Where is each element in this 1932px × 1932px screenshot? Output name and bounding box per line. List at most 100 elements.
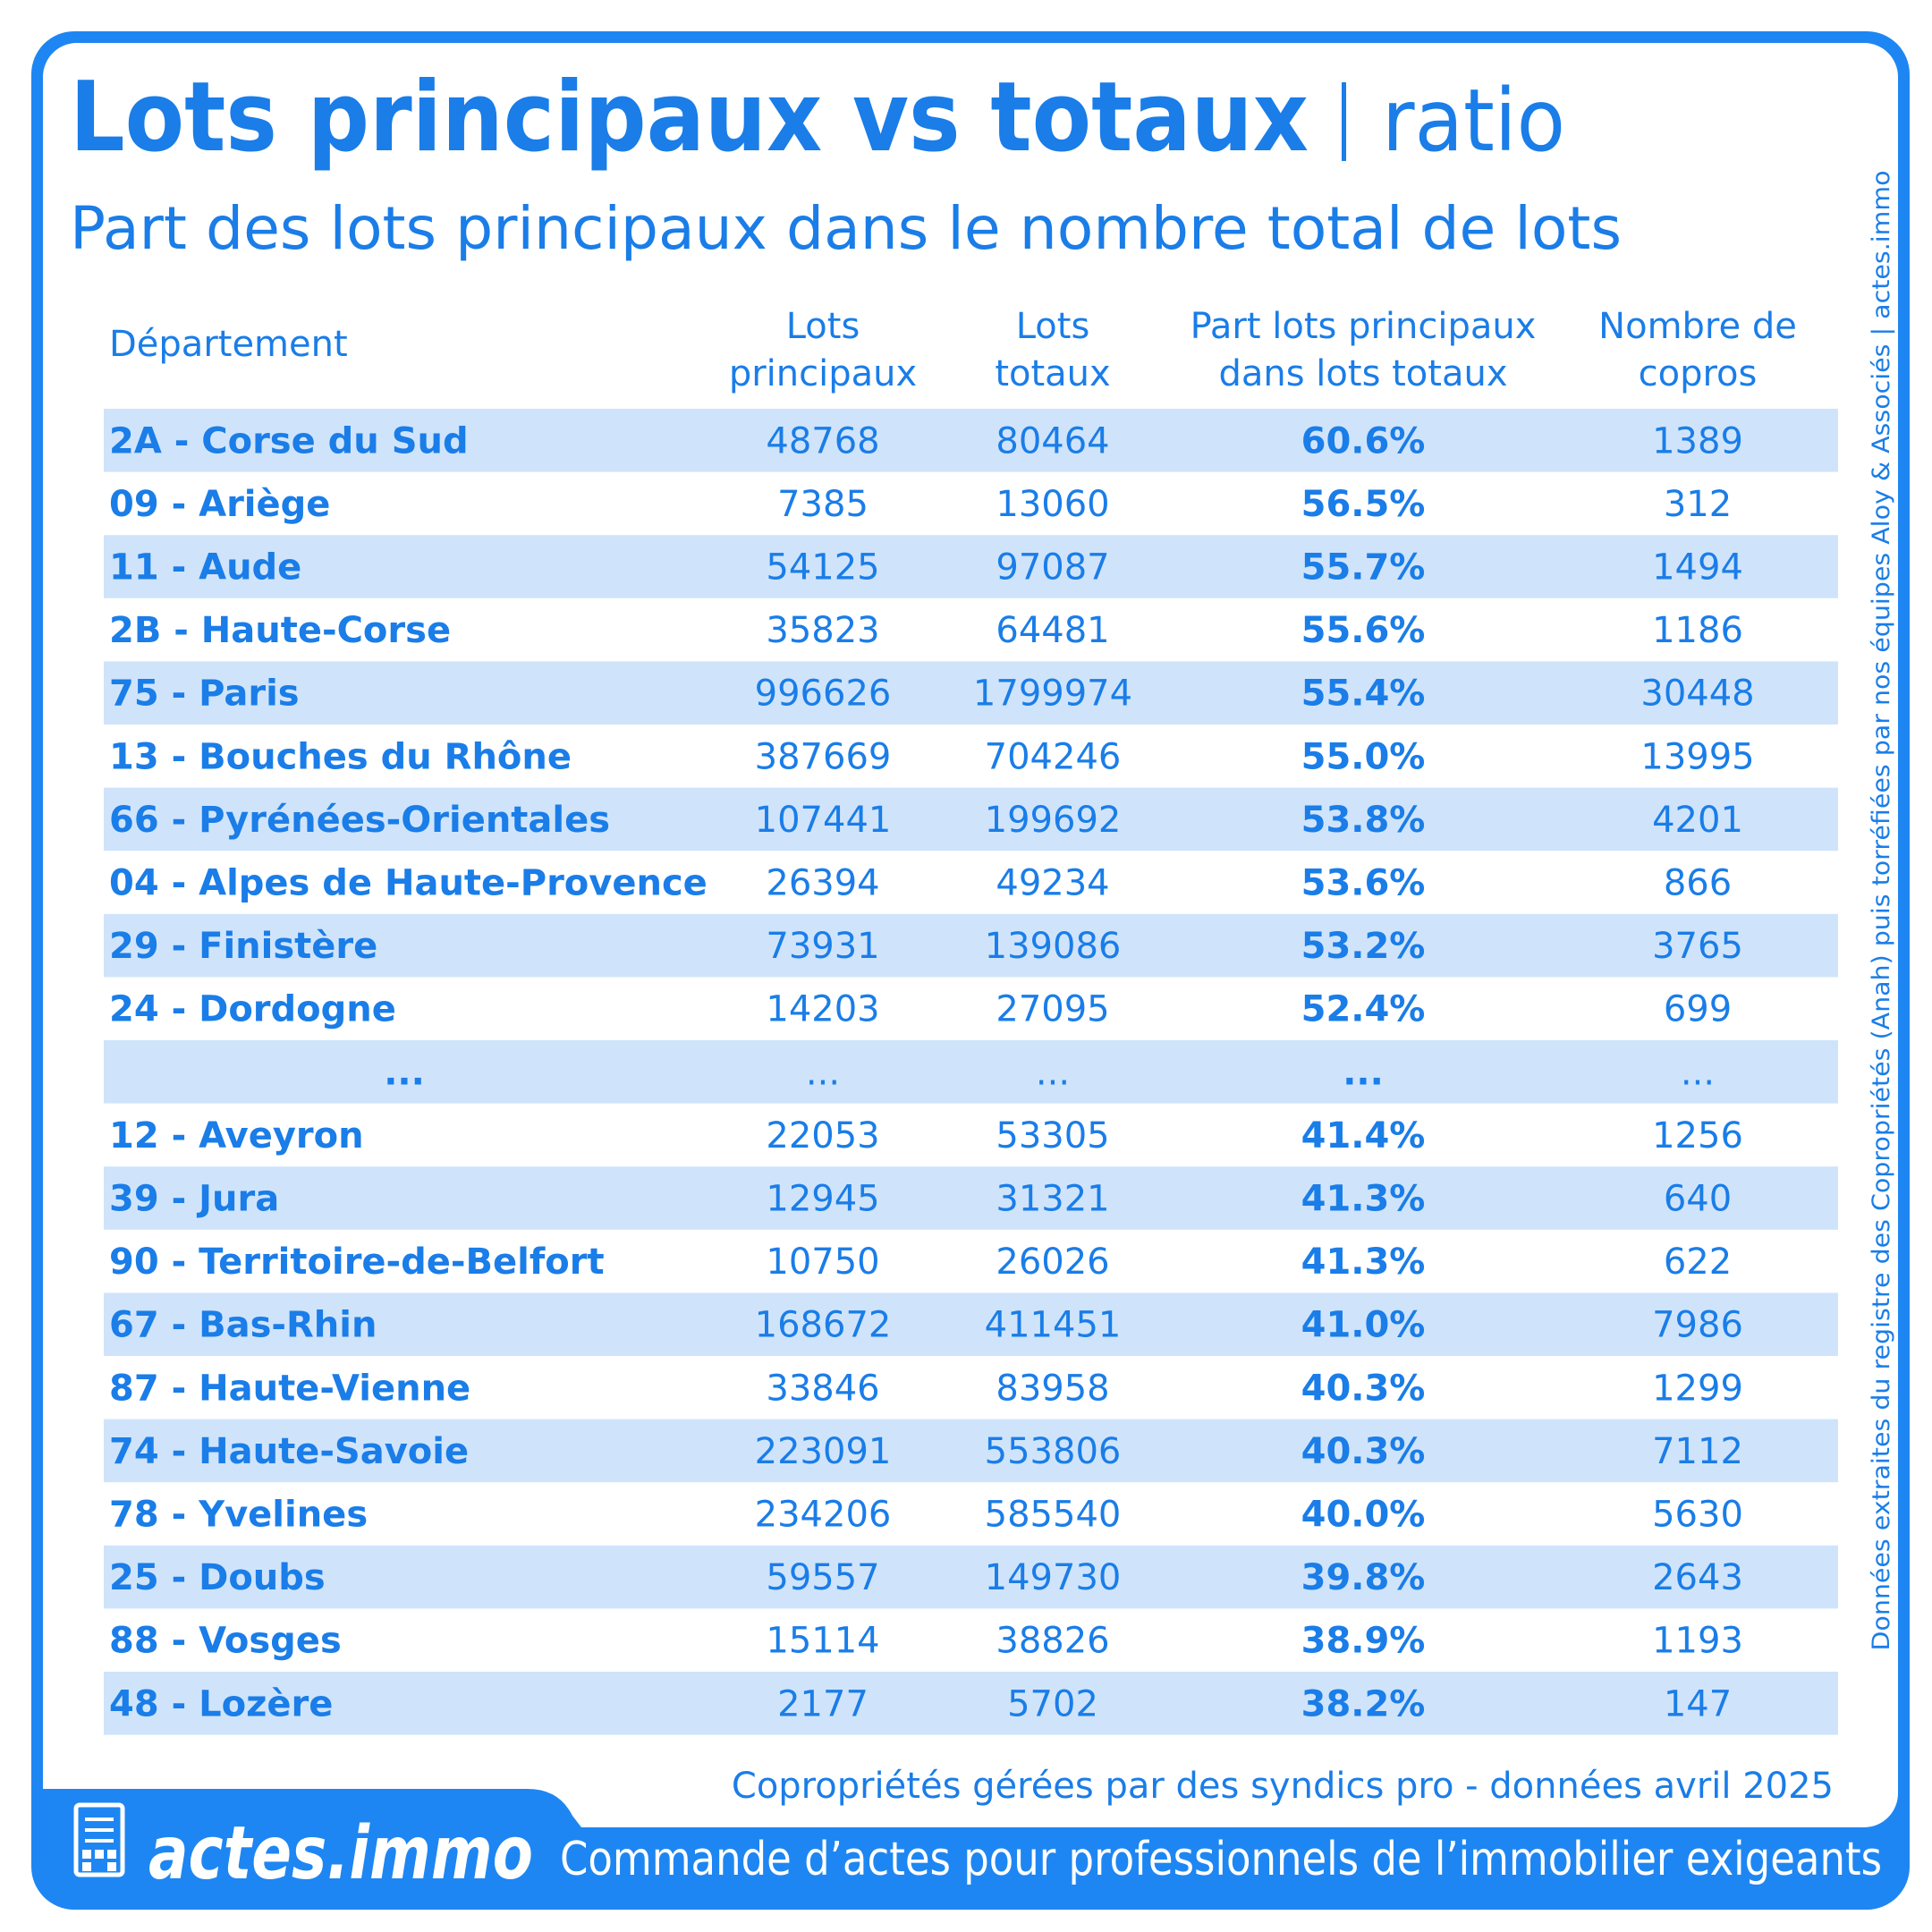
cell: 80464 [996,420,1109,462]
tagline: Commande d’actes pour professionnels de … [560,1833,1882,1886]
cell: 3765 [1652,926,1743,967]
column-header: Lots [786,306,860,347]
row-band [104,1419,1838,1483]
department: 66 - Pyrénées-Orientales [109,800,610,841]
row-band [104,1545,1838,1609]
cell: 22053 [766,1115,879,1157]
department: 25 - Doubs [109,1557,326,1598]
department: 2A - Corse du Sud [109,420,469,462]
cell: 866 [1664,863,1732,904]
cell: 40.3% [1301,1368,1426,1409]
department: 87 - Haute-Vienne [109,1368,470,1409]
cell: 147 [1664,1683,1732,1724]
cell: 55.6% [1301,610,1426,651]
cell: 39.8% [1301,1557,1426,1598]
cell: 12945 [766,1179,879,1220]
subtitle: Part des lots principaux dans le nombre … [70,194,1622,263]
cell: 553806 [985,1431,1122,1472]
cell: 55.7% [1301,547,1426,589]
cell: 223091 [755,1431,892,1472]
department: 29 - Finistère [109,926,377,967]
cell: 10750 [766,1241,879,1283]
column-header: copros [1639,353,1758,394]
column-header: totaux [995,353,1110,394]
cell: 1299 [1652,1368,1743,1409]
cell: 1494 [1652,547,1743,589]
cell: 5630 [1652,1495,1743,1536]
cell: 73931 [766,926,879,967]
cell: 54125 [766,547,879,589]
row-band [104,1040,1838,1104]
department: 67 - Bas-Rhin [109,1305,377,1346]
cell: 40.3% [1301,1431,1426,1472]
cell: 13060 [996,484,1109,525]
logo-icon [73,1802,125,1877]
cell: 64481 [996,610,1109,651]
cell: 26394 [766,863,879,904]
cell: 234206 [755,1495,892,1536]
cell: ... [806,1052,840,1093]
department: 39 - Jura [109,1179,279,1220]
column-header: dans lots totaux [1218,353,1507,394]
cell: 7385 [777,484,869,525]
cell: 1389 [1652,420,1743,462]
cell: 15114 [766,1621,879,1662]
footer-tab [43,1789,581,1827]
table: Département Lots principaux Lots totaux Part … [104,306,1838,1735]
cell: 83958 [996,1368,1109,1409]
cell: 40.0% [1301,1495,1426,1536]
cell: 55.0% [1301,736,1426,777]
cell: 168672 [755,1305,892,1346]
department: 75 - Paris [109,674,300,715]
cell: 139086 [985,926,1122,967]
column-header: principaux [729,353,917,394]
cell: 55.4% [1301,674,1426,715]
cell: 41.3% [1301,1241,1426,1283]
cell: 996626 [755,674,892,715]
department: 74 - Haute-Savoie [109,1431,469,1472]
cell: 1186 [1652,610,1743,651]
column-header: Département [109,324,348,365]
column-header: Lots [1016,306,1090,347]
cell: 387669 [755,736,892,777]
row-band [104,661,1838,724]
cell: 53.8% [1301,800,1426,841]
column-header: Part lots principaux [1191,306,1537,347]
row-band [104,787,1838,852]
cell: 149730 [985,1557,1122,1598]
cell: 4201 [1652,800,1743,841]
cell: ... [1343,1052,1384,1093]
row-band [104,1672,1838,1735]
cell: 53.2% [1301,926,1426,967]
cell: 7112 [1652,1431,1743,1472]
department: 11 - Aude [109,547,301,589]
cell: 59557 [766,1557,879,1598]
cell: 2177 [777,1683,869,1724]
department: 88 - Vosges [109,1621,342,1662]
cell: 107441 [755,800,892,841]
department: 09 - Ariège [109,484,330,525]
cell: 48768 [766,420,879,462]
cell: 41.4% [1301,1115,1426,1157]
cell: 33846 [766,1368,879,1409]
cell: 27095 [996,989,1109,1030]
cell: 30448 [1640,674,1754,715]
cell: ... [1036,1052,1070,1093]
cell: ... [1681,1052,1715,1093]
cell: 411451 [985,1305,1122,1346]
cell: 56.5% [1301,484,1426,525]
cell: 38826 [996,1621,1109,1662]
cell: 312 [1664,484,1732,525]
cell: 31321 [996,1179,1109,1220]
cell: 704246 [985,736,1122,777]
cell: 52.4% [1301,989,1426,1030]
row-band [104,1292,1838,1356]
cell: 199692 [985,800,1122,841]
row-band [104,1166,1838,1230]
cell: 53305 [996,1115,1109,1157]
brand: actes.immo [148,1811,533,1896]
cell: 640 [1664,1179,1732,1220]
cell: 13995 [1640,736,1754,777]
department: 04 - Alpes de Haute-Provence [109,863,708,904]
